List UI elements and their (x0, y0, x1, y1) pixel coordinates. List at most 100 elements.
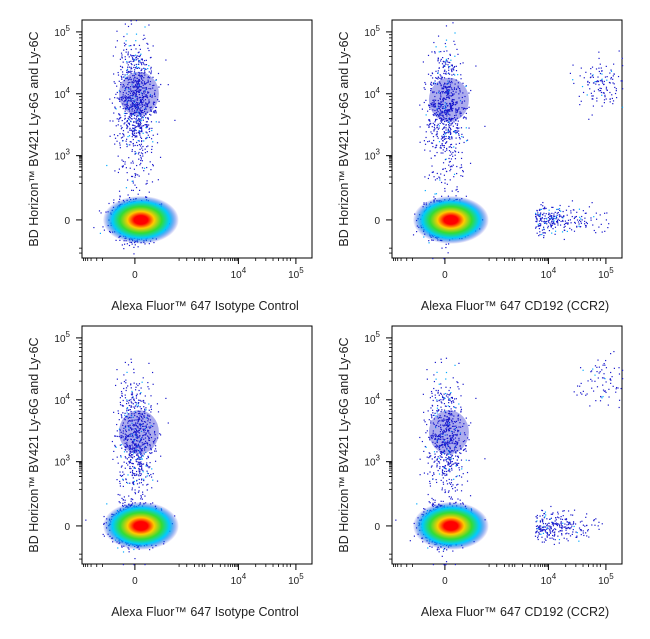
event-point (444, 133, 447, 135)
event-point (136, 116, 138, 118)
event-point (432, 109, 434, 111)
event-point (134, 95, 136, 97)
x-tick-label: 0 (442, 270, 448, 281)
event-point (144, 37, 146, 40)
event-point (149, 127, 151, 129)
event-point (451, 70, 453, 72)
event-point (432, 145, 434, 148)
event-point (116, 91, 118, 94)
event-point (140, 111, 142, 113)
event-point (145, 108, 147, 110)
event-point (140, 143, 143, 145)
event-point (137, 58, 139, 60)
event-point (444, 86, 446, 88)
event-point (441, 87, 443, 89)
event-point (433, 123, 436, 126)
event-point (440, 50, 442, 53)
event-point (150, 151, 153, 154)
event-point (130, 90, 133, 93)
event-point (119, 133, 121, 135)
event-point (134, 135, 137, 137)
event-point (119, 114, 121, 116)
event-point (433, 102, 435, 104)
event-point (141, 76, 143, 78)
event-point (437, 107, 440, 109)
event-point (439, 114, 442, 116)
event-point (147, 43, 149, 45)
event-point (131, 108, 133, 110)
event-point (135, 122, 137, 124)
event-point (442, 118, 445, 121)
event-point (443, 126, 445, 129)
event-point (128, 157, 130, 159)
event-point (445, 91, 447, 93)
event-point (142, 97, 144, 99)
event-point (449, 136, 451, 138)
event-point (439, 145, 442, 147)
event-point (124, 115, 126, 117)
event-point (133, 100, 135, 103)
event-point (449, 114, 451, 116)
event-point (148, 91, 150, 93)
event-point (141, 110, 143, 112)
event-point (130, 79, 132, 81)
event-point (144, 83, 146, 85)
event-point (443, 138, 445, 140)
event-point (448, 136, 451, 139)
event-point (442, 97, 444, 99)
event-point (438, 67, 440, 69)
event-point (463, 100, 466, 102)
event-point (135, 67, 137, 69)
event-point (154, 101, 156, 104)
event-point (125, 106, 128, 108)
event-point (145, 183, 147, 185)
event-point (449, 131, 452, 133)
event-point (445, 39, 448, 41)
event-point (427, 177, 430, 180)
event-point (139, 72, 141, 74)
event-point (122, 160, 124, 162)
event-point (135, 104, 137, 107)
event-point (141, 153, 144, 155)
event-point (425, 114, 427, 116)
event-point (139, 102, 141, 104)
event-point (129, 71, 131, 73)
event-point (136, 67, 138, 70)
event-point (118, 118, 120, 120)
event-point (448, 110, 450, 112)
event-point (424, 149, 426, 151)
event-point (446, 112, 448, 114)
event-point (167, 84, 169, 86)
event-point (437, 70, 439, 72)
event-point (448, 161, 451, 163)
event-point (129, 70, 131, 72)
event-point (132, 124, 134, 126)
event-point (135, 118, 137, 120)
event-point (144, 26, 146, 28)
event-point (132, 91, 134, 93)
event-point (154, 89, 156, 92)
event-point (149, 80, 152, 83)
event-point (439, 117, 441, 120)
event-point (143, 34, 145, 36)
event-point (435, 118, 437, 121)
event-point (144, 95, 146, 98)
event-point (435, 70, 437, 72)
event-point (444, 142, 447, 144)
event-point (468, 127, 470, 129)
event-point (454, 158, 457, 160)
event-point (124, 89, 126, 92)
event-point (124, 163, 126, 165)
event-point (124, 58, 127, 60)
event-point (138, 96, 141, 99)
event-point (130, 98, 133, 101)
event-point (436, 178, 438, 180)
event-point (133, 60, 135, 62)
event-point (446, 91, 448, 93)
event-point (440, 118, 443, 120)
event-point (114, 46, 117, 48)
event-point (445, 137, 447, 140)
event-point (445, 246, 447, 249)
event-point (455, 195, 457, 197)
event-point (133, 44, 135, 47)
